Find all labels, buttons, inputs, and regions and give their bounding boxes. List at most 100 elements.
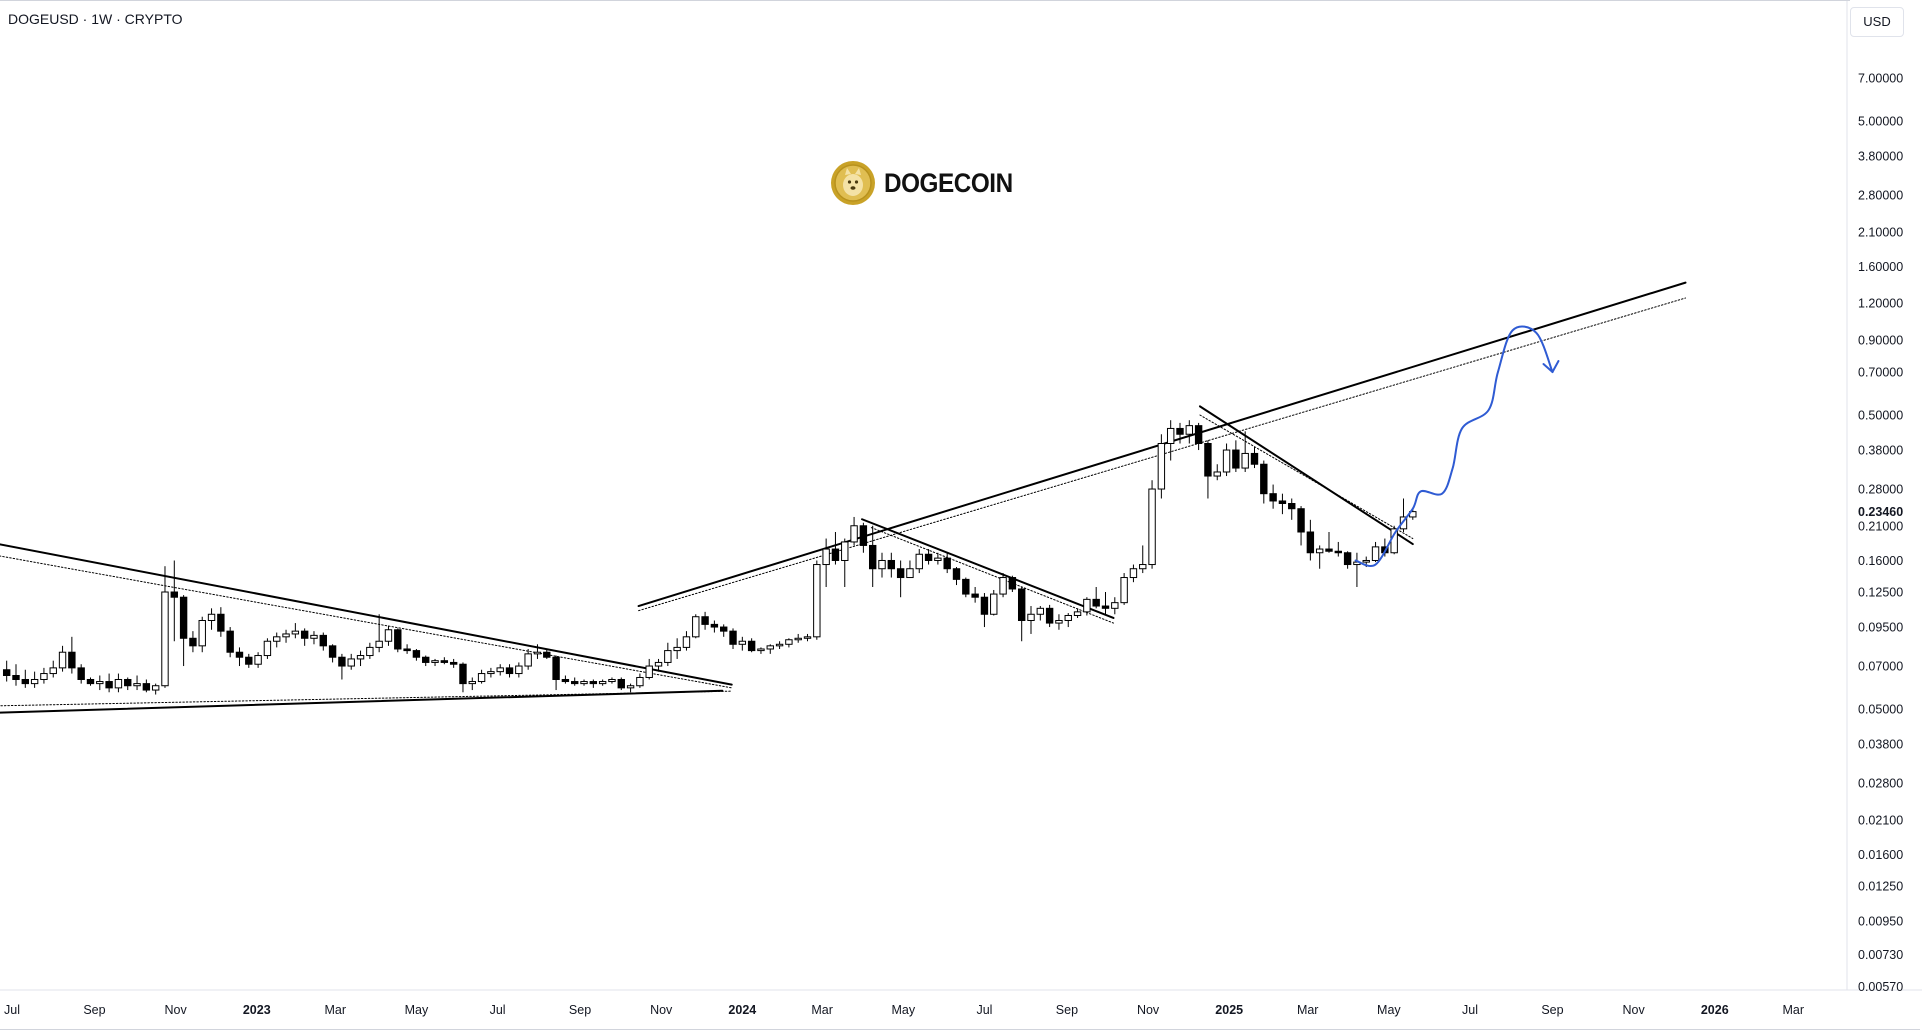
candle[interactable] [729,628,737,649]
candle[interactable] [273,632,281,648]
candle[interactable] [170,560,178,642]
candle[interactable] [664,642,672,667]
candle[interactable] [887,552,896,578]
candle[interactable] [626,683,635,693]
candle[interactable] [179,595,188,667]
projection-path[interactable] [1354,325,1554,568]
candle[interactable] [496,664,504,676]
candle[interactable] [580,679,588,686]
candle[interactable] [487,667,495,678]
candle[interactable] [1111,597,1119,615]
candle[interactable] [263,638,272,659]
candle[interactable] [813,560,821,640]
candle[interactable] [1194,422,1203,451]
candle[interactable] [319,632,327,651]
candle[interactable] [915,549,923,574]
candle[interactable] [235,647,244,667]
candle[interactable] [1017,586,1026,642]
candle[interactable] [561,675,570,684]
candle[interactable] [999,573,1007,598]
candle[interactable] [906,560,914,579]
candle[interactable] [515,662,523,678]
candle[interactable] [1371,541,1380,563]
candle[interactable] [552,655,560,691]
candle[interactable] [1176,422,1184,444]
candle[interactable] [738,636,747,651]
candle[interactable] [30,671,39,688]
currency-button[interactable]: USD [1850,7,1904,37]
candle[interactable] [356,650,365,667]
candle[interactable] [775,641,784,649]
trendline-downtrend-2024-inner[interactable] [870,527,1114,624]
candle[interactable] [1269,484,1277,509]
candle[interactable] [366,642,374,659]
candle[interactable] [608,677,616,684]
candle[interactable] [151,683,160,695]
candle[interactable] [394,628,402,653]
candle[interactable] [794,633,802,643]
candle[interactable] [701,611,709,630]
candle[interactable] [1260,460,1268,504]
candle[interactable] [1129,564,1138,583]
trendline-downtrend-2024[interactable] [861,518,1115,619]
candle[interactable] [1278,493,1287,515]
candle[interactable] [328,644,337,663]
candle[interactable] [924,549,933,565]
candle[interactable] [1101,592,1110,615]
candle[interactable] [1250,446,1259,469]
candle[interactable] [1325,531,1333,553]
candle[interactable] [1064,613,1072,628]
candle[interactable] [617,677,625,691]
candle[interactable] [1204,440,1212,499]
candle[interactable] [68,636,76,674]
candle[interactable] [598,679,607,686]
candle[interactable] [1353,552,1361,587]
candle[interactable] [254,652,262,668]
candle[interactable] [934,552,942,565]
candle[interactable] [310,631,318,645]
candle[interactable] [896,560,905,598]
candle[interactable] [468,677,476,691]
candle[interactable] [1036,606,1045,621]
candle[interactable] [1008,575,1017,593]
candle[interactable] [785,638,793,648]
candle[interactable] [449,658,458,668]
trendline-downtrend-2025[interactable] [1198,405,1414,546]
candle[interactable] [692,614,700,639]
candle[interactable] [1148,480,1156,569]
trendline-wedge-resistance-inner[interactable] [0,539,733,689]
candle[interactable] [338,653,346,680]
candle[interactable] [841,538,849,587]
candle[interactable] [347,653,355,670]
candle[interactable] [766,644,774,654]
candle[interactable] [636,673,644,688]
trendline-wedge-resistance[interactable] [0,526,733,686]
candle[interactable] [1045,604,1054,628]
candle[interactable] [207,608,216,630]
candle[interactable] [654,658,663,672]
candle[interactable] [2,660,11,682]
candle[interactable] [459,662,467,693]
candle[interactable] [412,648,421,661]
candle[interactable] [1222,443,1231,477]
candle[interactable] [1092,586,1100,609]
candle[interactable] [1083,597,1091,616]
candle[interactable] [49,660,57,678]
candle[interactable] [245,653,253,668]
candle[interactable] [422,655,430,667]
candle[interactable] [952,567,961,586]
candle[interactable] [161,566,169,688]
candle[interactable] [747,638,756,653]
candle[interactable] [868,525,877,587]
candle[interactable] [850,516,858,546]
candle[interactable] [86,677,95,686]
candle[interactable] [40,667,48,684]
candle[interactable] [543,648,551,659]
candle[interactable] [21,669,30,688]
candle[interactable] [1185,420,1194,444]
candle[interactable] [1297,506,1305,546]
candle[interactable] [133,675,141,691]
candle[interactable] [440,657,449,665]
candle[interactable] [1241,431,1249,472]
